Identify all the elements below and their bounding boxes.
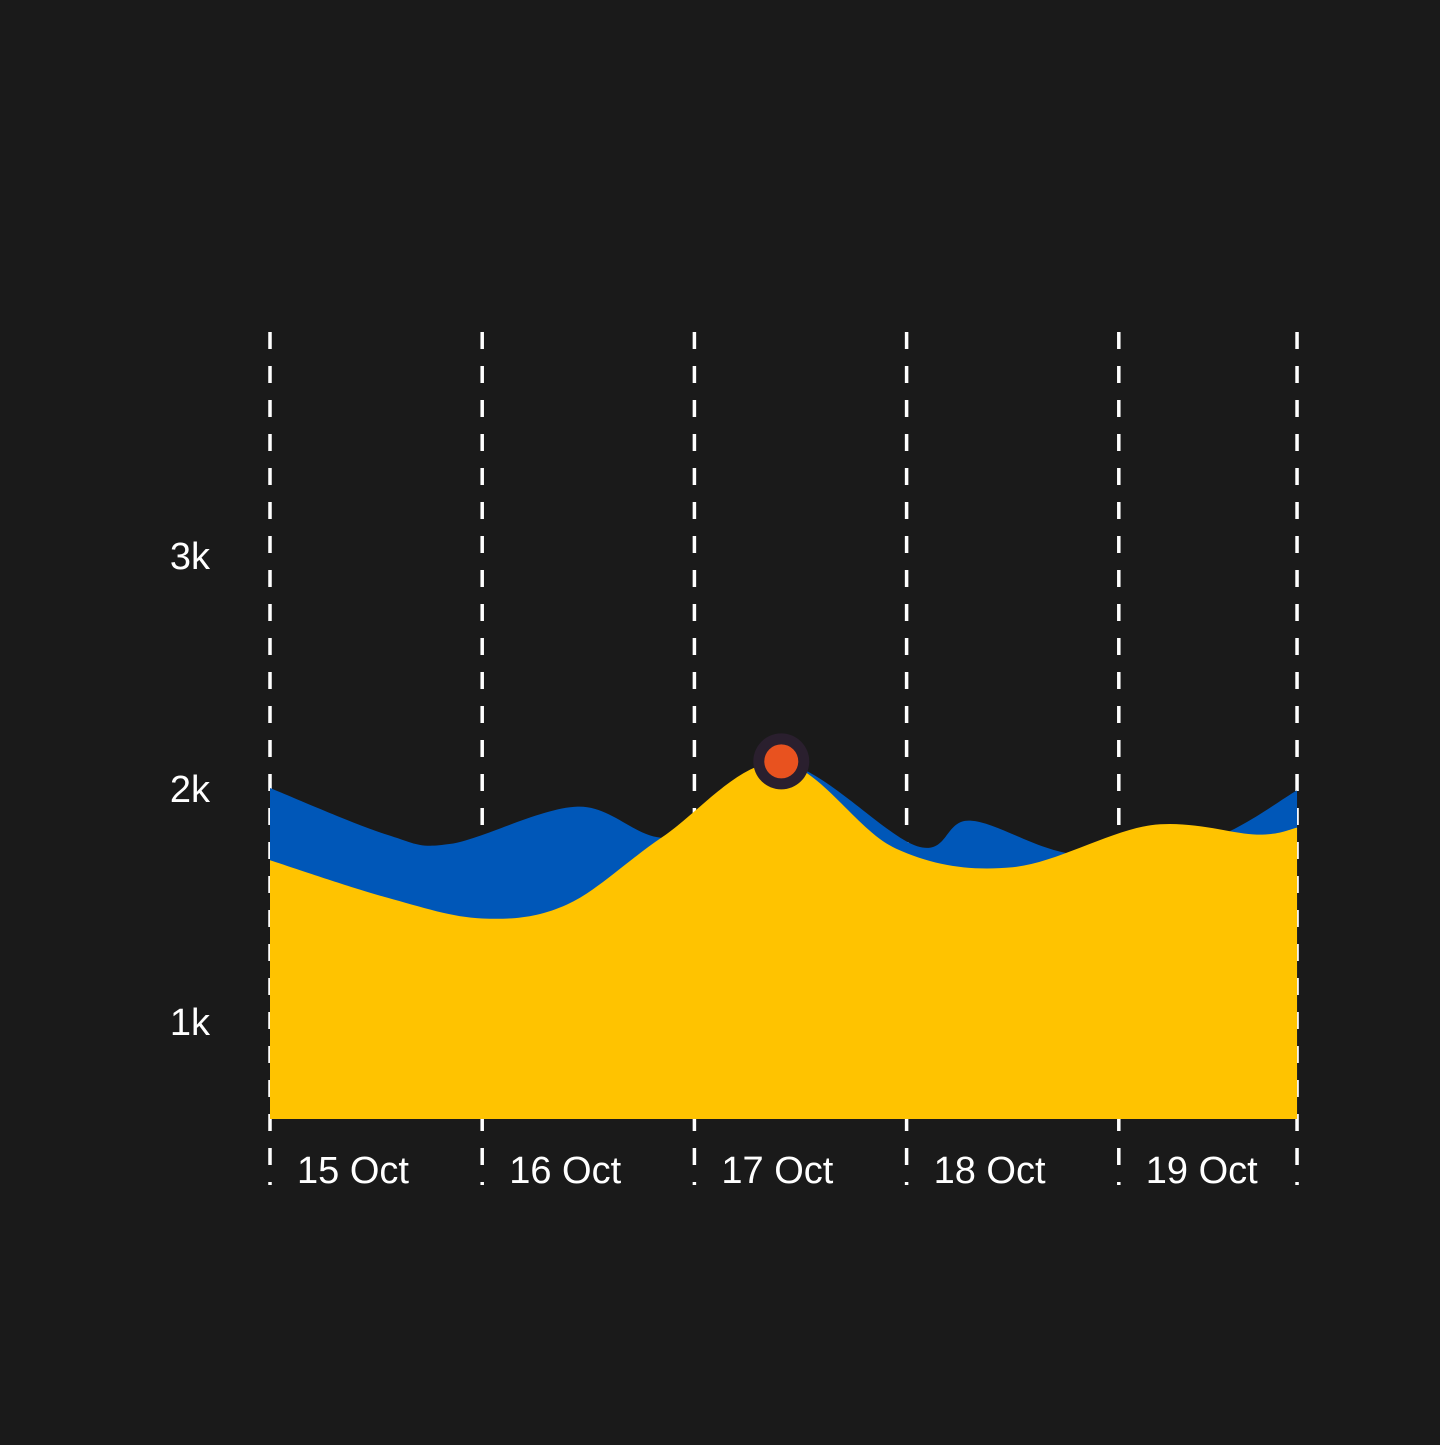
highlight-marker-group [753,733,810,790]
x-tick-label: 15 Oct [297,1150,409,1192]
y-tick-label: 2k [170,769,211,811]
x-tick-label: 17 Oct [721,1150,833,1192]
series-area-1 [270,762,1298,1119]
y-axis-ticks: 1k 2k 3k [170,536,211,1044]
x-axis-ticks: 15 Oct 16 Oct 17 Oct 18 Oct 19 Oct [297,1150,1258,1192]
gridlines [268,332,1299,1185]
x-tick-label: 19 Oct [1146,1150,1258,1192]
y-tick-label: 3k [170,536,211,578]
y-tick-label: 1k [170,1002,211,1044]
highlight-marker-dot [764,744,799,779]
x-tick-label: 18 Oct [934,1150,1046,1192]
series-areas [270,762,1298,1119]
x-tick-label: 16 Oct [509,1150,621,1192]
